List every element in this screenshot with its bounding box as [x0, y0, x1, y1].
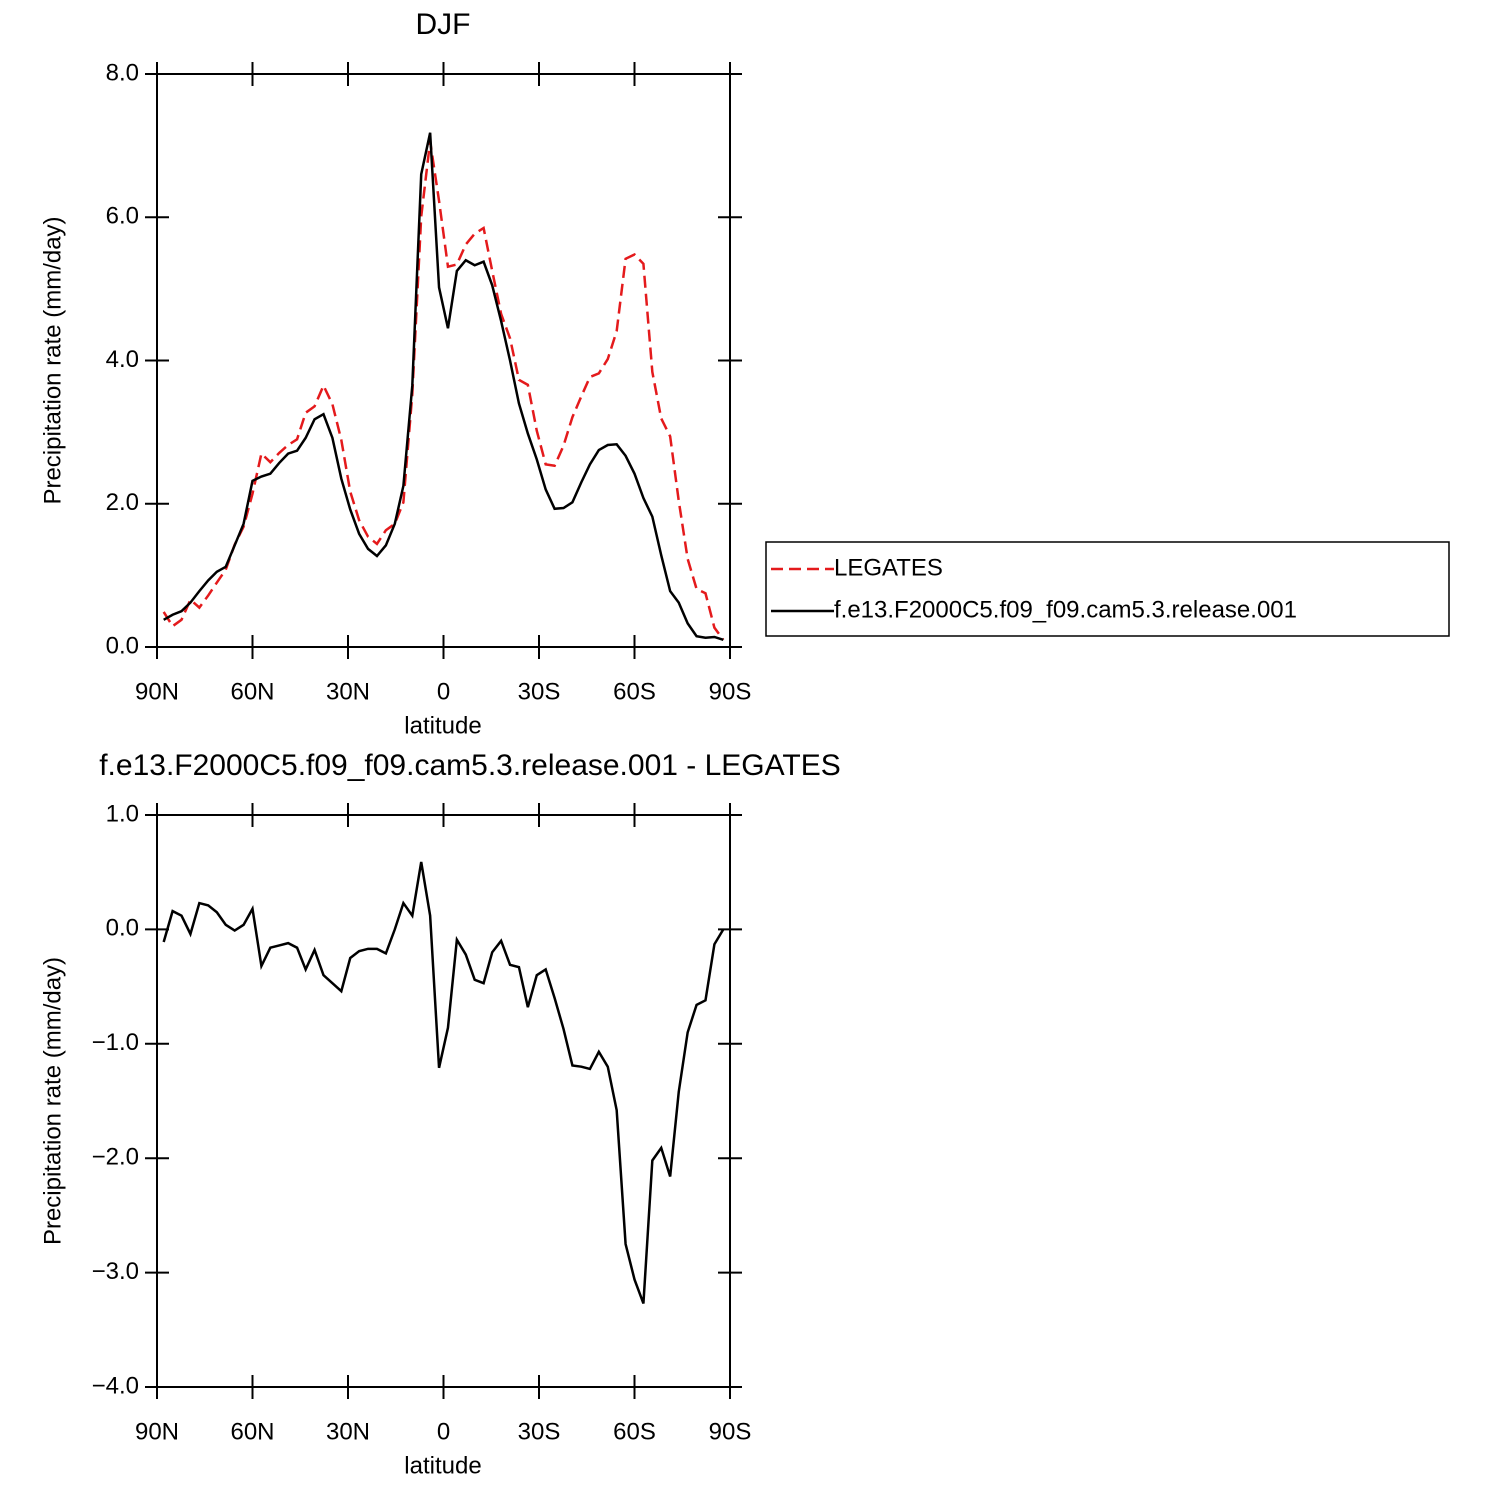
- x-axis-label: latitude: [404, 1452, 481, 1479]
- x-tick-label: 30N: [326, 1418, 370, 1445]
- y-tick-label: 1.0: [106, 800, 139, 827]
- y-tick-label: −2.0: [92, 1144, 139, 1171]
- x-tick-label: 90N: [135, 1418, 179, 1445]
- data-line: [162, 141, 725, 641]
- x-tick-label: 90S: [709, 1418, 752, 1445]
- legend-label: f.e13.F2000C5.f09_f09.cam5.3.release.001: [834, 596, 1297, 623]
- y-tick-label: 4.0: [106, 346, 139, 373]
- x-tick-label: 0: [437, 1418, 450, 1445]
- x-tick-label: 0: [437, 678, 450, 705]
- data-line: [163, 132, 724, 642]
- y-tick-label: 8.0: [106, 59, 139, 86]
- data-line: [162, 861, 725, 1304]
- y-tick-label: −1.0: [92, 1029, 139, 1056]
- y-tick-label: 0.0: [106, 915, 139, 942]
- y-tick-label: −4.0: [92, 1372, 139, 1399]
- y-axis-label: Precipitation rate (mm/day): [39, 957, 66, 1245]
- y-tick-label: −3.0: [92, 1258, 139, 1285]
- x-tick-label: 30S: [518, 1418, 561, 1445]
- x-tick-label: 30S: [518, 678, 561, 705]
- x-tick-label: 60N: [230, 1418, 274, 1445]
- x-tick-label: 60S: [613, 678, 656, 705]
- x-tick-label: 30N: [326, 678, 370, 705]
- y-tick-label: 0.0: [106, 632, 139, 659]
- y-tick-label: 6.0: [106, 203, 139, 230]
- x-tick-label: 90S: [709, 678, 752, 705]
- x-tick-label: 90N: [135, 678, 179, 705]
- x-tick-label: 60N: [230, 678, 274, 705]
- plot-frame: [156, 73, 731, 648]
- x-tick-label: 60S: [613, 1418, 656, 1445]
- chart-title: f.e13.F2000C5.f09_f09.cam5.3.release.001…: [99, 749, 841, 782]
- x-axis-label: latitude: [404, 712, 481, 739]
- legend-label: LEGATES: [834, 554, 943, 581]
- legend-box: [765, 541, 1450, 637]
- y-tick-label: 2.0: [106, 489, 139, 516]
- chart-title: DJF: [416, 8, 471, 41]
- y-axis-label: Precipitation rate (mm/day): [39, 216, 66, 504]
